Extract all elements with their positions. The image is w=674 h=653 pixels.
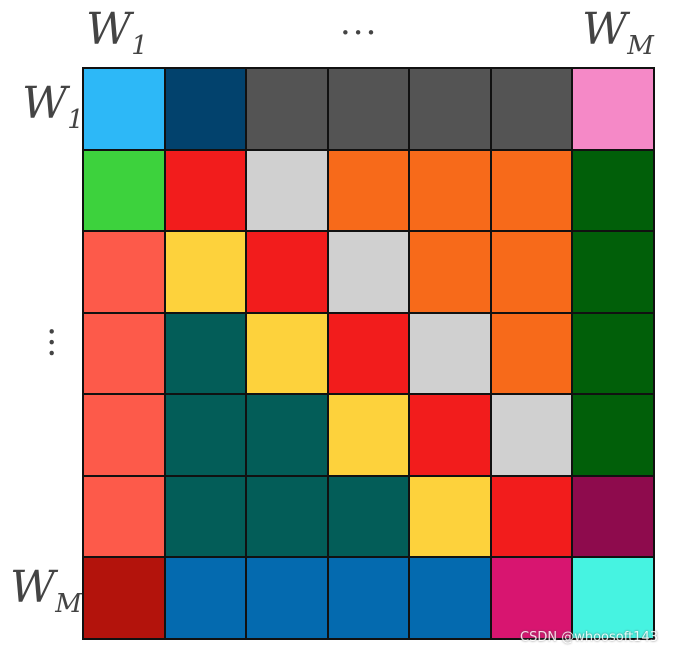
grid-cell-r7-c6 <box>491 558 572 638</box>
grid-cell-r5-c4 <box>328 395 409 475</box>
grid-cell-r4-c4 <box>328 313 409 394</box>
grid-cell-r4-c2 <box>165 313 246 394</box>
top-label-w1-sub: 1 <box>131 31 148 61</box>
grid-cell-r2-c6 <box>491 150 572 231</box>
left-label-wm-text: W <box>10 562 56 613</box>
grid-cell-r3-c3 <box>247 232 327 312</box>
top-label-wm-sub: M <box>627 31 654 61</box>
grid-cell-r1-c2 <box>165 69 246 149</box>
grid-cell-r4-c6 <box>491 313 572 394</box>
left-label-w1-text: W <box>22 78 68 129</box>
grid-cell-r6-c5 <box>410 476 490 557</box>
grid-cell-r3-c6 <box>491 232 572 312</box>
grid-cell-r3-c5 <box>410 232 490 312</box>
left-ellipsis: ··· <box>31 326 71 359</box>
grid-cell-r5-c3 <box>247 395 327 475</box>
grid-cell-r4-c5 <box>410 313 490 394</box>
grid-cell-r4-c1 <box>84 313 164 394</box>
left-label-wm-sub: M <box>55 589 82 619</box>
grid-cell-r7-c7 <box>573 558 653 638</box>
grid-cell-r1-c7 <box>573 69 653 149</box>
top-label-wm: WM <box>582 8 654 61</box>
grid-cell-r5-c7 <box>573 395 653 475</box>
grid-cell-r7-c5 <box>410 558 490 638</box>
color-grid <box>82 67 655 640</box>
grid-cell-r2-c3 <box>247 150 327 231</box>
grid-cell-r7-c2 <box>165 558 246 638</box>
grid-cell-r4-c3 <box>247 313 327 394</box>
top-label-wm-text: W <box>582 4 628 55</box>
grid-cell-r5-c1 <box>84 395 164 475</box>
grid-cell-r1-c1 <box>84 69 164 149</box>
top-label-w1: W1 <box>86 8 148 61</box>
grid-cell-r2-c1 <box>84 150 164 231</box>
grid-cell-r6-c6 <box>491 476 572 557</box>
grid-cell-r6-c1 <box>84 476 164 557</box>
grid-cell-r6-c7 <box>573 476 653 557</box>
grid-cell-r5-c5 <box>410 395 490 475</box>
grid-cell-r6-c3 <box>247 476 327 557</box>
grid-cell-r7-c3 <box>247 558 327 638</box>
grid-cell-r1-c4 <box>328 69 409 149</box>
grid-cell-r3-c7 <box>573 232 653 312</box>
grid-cell-r6-c4 <box>328 476 409 557</box>
grid-cell-r7-c4 <box>328 558 409 638</box>
left-label-w1-sub: 1 <box>67 105 84 135</box>
grid-cell-r1-c3 <box>247 69 327 149</box>
grid-cell-r3-c4 <box>328 232 409 312</box>
grid-cell-r3-c1 <box>84 232 164 312</box>
grid-cell-r6-c2 <box>165 476 246 557</box>
top-label-w1-text: W <box>86 4 132 55</box>
grid-cell-r5-c2 <box>165 395 246 475</box>
grid-cell-r2-c4 <box>328 150 409 231</box>
left-label-w1: W1 <box>22 82 84 135</box>
watermark: CSDN @whoosoft143 <box>520 630 658 645</box>
grid-cell-r2-c5 <box>410 150 490 231</box>
grid-cell-r7-c1 <box>84 558 164 638</box>
top-ellipsis: ··· <box>340 13 379 53</box>
grid-cell-r2-c2 <box>165 150 246 231</box>
left-label-wm: WM <box>10 566 82 619</box>
grid-cell-r1-c6 <box>491 69 572 149</box>
grid-cell-r4-c7 <box>573 313 653 394</box>
grid-cell-r5-c6 <box>491 395 572 475</box>
grid-cell-r2-c7 <box>573 150 653 231</box>
grid-cell-r1-c5 <box>410 69 490 149</box>
grid-cell-r3-c2 <box>165 232 246 312</box>
